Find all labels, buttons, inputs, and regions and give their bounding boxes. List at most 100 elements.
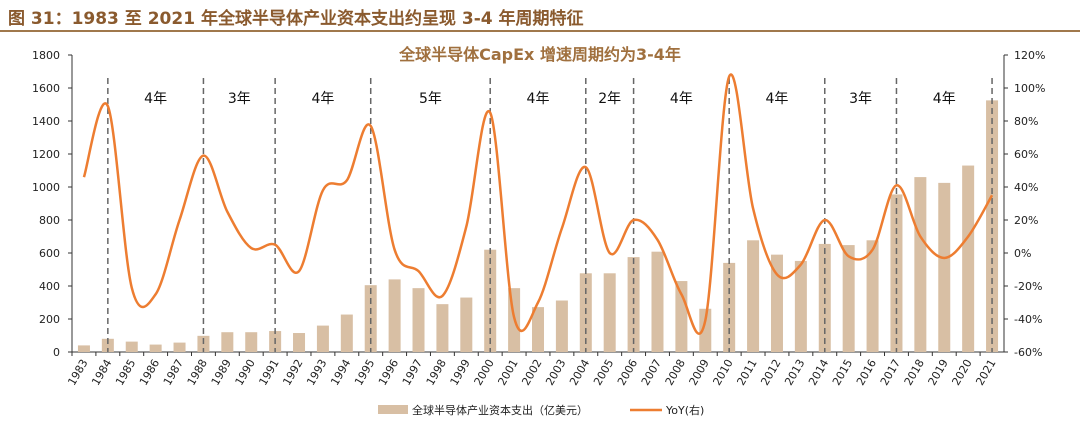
bar-2018 — [914, 177, 927, 352]
bar-2002 — [532, 307, 544, 352]
left-tick-label: 1800 — [32, 49, 60, 62]
left-tick-label: 1200 — [32, 148, 60, 161]
x-tick-label: 2005 — [591, 357, 616, 388]
bar-1989 — [221, 332, 234, 352]
right-tick-label: -60% — [1014, 346, 1042, 359]
bar-2003 — [555, 300, 568, 352]
bar-2011 — [747, 240, 760, 352]
x-tick-label: 1987 — [161, 357, 186, 388]
right-tick-label: 80% — [1014, 115, 1038, 128]
bar-1983 — [77, 345, 90, 352]
right-tick-label: 60% — [1014, 148, 1038, 161]
x-tick-label: 2017 — [878, 357, 903, 388]
x-tick-label: 2004 — [567, 357, 592, 388]
cycle-label: 4年 — [311, 91, 334, 107]
bar-1993 — [316, 325, 329, 352]
x-tick-label: 2020 — [949, 357, 974, 388]
title-rule — [0, 30, 1080, 32]
x-tick-label: 1998 — [424, 357, 449, 388]
bar-1992 — [293, 333, 306, 352]
right-tick-label: 100% — [1014, 82, 1045, 95]
cycle-label: 4年 — [527, 91, 550, 107]
legend-bar-swatch — [378, 405, 408, 414]
cycle-label: 4年 — [933, 91, 956, 107]
left-tick-label: 800 — [39, 214, 60, 227]
cycle-label: 2年 — [598, 91, 621, 107]
x-tick-label: 2007 — [639, 357, 664, 388]
x-tick-label: 2012 — [758, 357, 783, 388]
bar-2019 — [938, 182, 951, 352]
x-tick-label: 2016 — [854, 357, 879, 388]
bar-2009 — [699, 308, 712, 352]
bar-2020 — [962, 165, 975, 352]
left-tick-label: 1000 — [32, 181, 60, 194]
bar-2005 — [603, 273, 616, 352]
bar-1985 — [125, 341, 138, 352]
x-tick-label: 1993 — [304, 357, 329, 388]
legend-bar-label: 全球半导体产业资本支出（亿美元） — [412, 403, 588, 417]
bar-1997 — [412, 288, 425, 352]
bar-1998 — [436, 304, 449, 352]
bar-2012 — [770, 254, 783, 352]
x-tick-label: 1985 — [113, 357, 138, 388]
bar-2021 — [986, 100, 999, 352]
x-tick-label: 2018 — [902, 357, 927, 388]
left-tick-label: 1400 — [32, 115, 60, 128]
bar-1990 — [245, 332, 258, 352]
x-tick-label: 1996 — [376, 357, 401, 388]
x-tick-label: 2009 — [687, 357, 712, 388]
x-tick-label: 2021 — [973, 357, 998, 388]
cycle-label: 3年 — [849, 91, 872, 107]
x-tick-label: 2001 — [495, 357, 520, 388]
x-tick-label: 2002 — [519, 357, 544, 388]
x-tick-label: 1983 — [65, 357, 90, 388]
figure-title: 图 31：1983 至 2021 年全球半导体产业资本支出约呈现 3-4 年周期… — [8, 9, 584, 29]
x-tick-label: 1992 — [280, 357, 305, 388]
left-tick-label: 400 — [39, 280, 60, 293]
yoy-line — [82, 73, 994, 335]
chart-title: 全球半导体CapEx 增速周期约为3-4年 — [398, 45, 681, 64]
bar-1994 — [340, 314, 353, 352]
left-tick-label: 200 — [39, 313, 60, 326]
bar-2010 — [723, 262, 736, 352]
x-tick-label: 2011 — [734, 357, 759, 388]
right-tick-label: 0% — [1014, 247, 1031, 260]
bar-1984 — [101, 338, 114, 352]
x-tick-label: 2013 — [782, 357, 807, 388]
x-tick-label: 2015 — [830, 357, 855, 388]
cycle-label: 5年 — [419, 91, 442, 107]
left-tick-label: 0 — [53, 346, 60, 359]
x-tick-label: 2019 — [926, 357, 951, 388]
right-tick-label: -20% — [1014, 280, 1042, 293]
x-tick-label: 1997 — [400, 357, 425, 388]
bar-2006 — [627, 257, 640, 352]
bar-1986 — [149, 344, 162, 352]
x-tick-label: 1994 — [328, 357, 353, 388]
right-tick-label: -40% — [1014, 313, 1042, 326]
right-tick-label: 40% — [1014, 181, 1038, 194]
x-tick-label: 2003 — [543, 357, 568, 388]
legend-line-label: YoY(右) — [665, 403, 704, 417]
bar-1999 — [460, 297, 473, 352]
x-tick-label: 1986 — [137, 357, 162, 388]
x-tick-label: 1990 — [233, 357, 258, 388]
x-tick-label: 1999 — [448, 357, 473, 388]
bar-1996 — [388, 279, 401, 352]
x-tick-label: 2014 — [806, 357, 831, 388]
x-tick-label: 1995 — [352, 357, 377, 388]
x-tick-label: 2000 — [472, 357, 497, 388]
bar-2014 — [818, 243, 831, 352]
cycle-label: 4年 — [766, 91, 789, 107]
x-tick-label: 1988 — [185, 357, 210, 388]
right-tick-label: 120% — [1014, 49, 1045, 62]
bar-2015 — [842, 245, 855, 352]
bar-1987 — [173, 342, 186, 352]
bar-2013 — [794, 260, 807, 352]
x-tick-label: 1989 — [209, 357, 234, 388]
bar-2016 — [866, 240, 879, 352]
cycle-label: 4年 — [144, 91, 167, 107]
bar-2007 — [651, 251, 664, 352]
left-tick-label: 1600 — [32, 82, 60, 95]
x-tick-label: 1984 — [89, 357, 114, 388]
